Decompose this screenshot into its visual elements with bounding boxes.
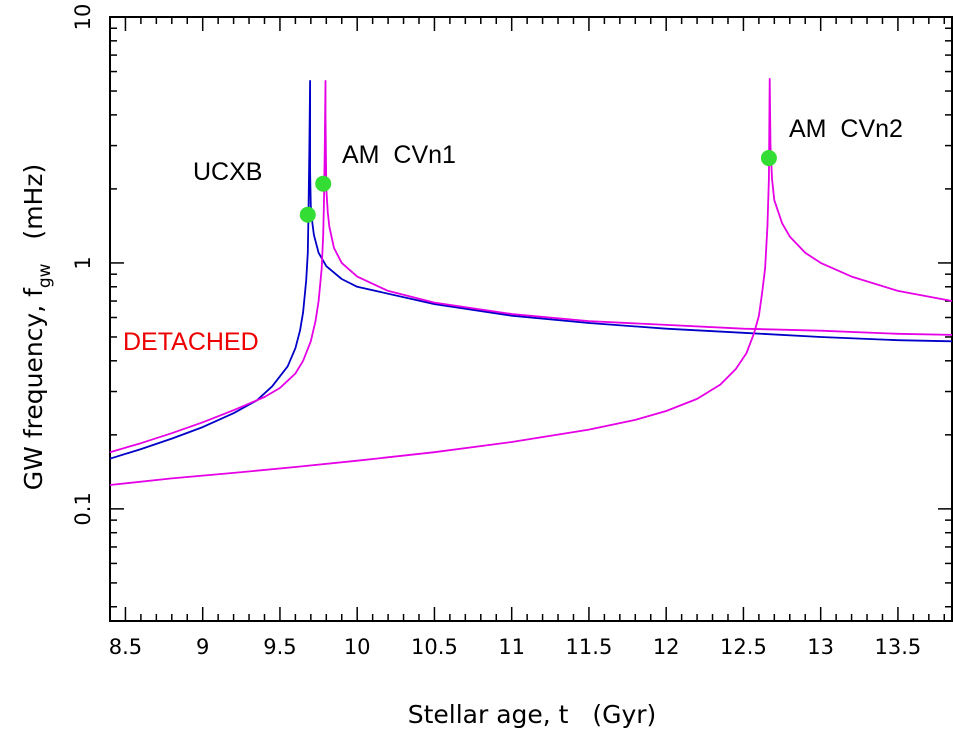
y-axis-title: GW frequency, fgw (mHz) [19, 164, 55, 490]
ticks [109, 16, 952, 621]
marker-ucxb [299, 206, 316, 223]
annotation-am-cvn1: AM CVn1 [342, 141, 456, 169]
marker-am-cvn1 [315, 175, 332, 192]
series-lines [109, 78, 953, 486]
y-tick-label: 1 [71, 256, 95, 269]
series-line-2 [109, 80, 953, 454]
y-axis-title-subscript: gw [35, 263, 55, 288]
marker-am-cvn2 [760, 150, 777, 167]
x-tick-label: 11 [498, 635, 525, 659]
x-tick-label: 9 [196, 635, 209, 659]
tick-labels: 8.5 9 9.5 10 10.5 11 11.5 12 12.5 13 13.5 0.1 1 10 [71, 4, 921, 659]
y-axis-title-main: GW frequency, f [19, 287, 48, 490]
x-tick-label: 10.5 [411, 635, 458, 659]
y-tick-label: 10 [71, 4, 95, 31]
series-line-3 [109, 78, 953, 486]
x-tick-label: 13.5 [875, 635, 922, 659]
x-tick-label: 10 [344, 635, 371, 659]
y-axis-title-unit: (mHz) [19, 164, 48, 240]
x-tick-label: 12 [653, 635, 680, 659]
annotation-ucxb: UCXB [193, 158, 262, 186]
annotation-detached: DETACHED [123, 328, 259, 356]
x-tick-label: 8.5 [109, 635, 142, 659]
x-tick-label: 13 [807, 635, 834, 659]
x-tick-label: 9.5 [263, 635, 296, 659]
svg-text:GW frequency, fgw (mHz): GW frequency, fgw (mHz) [19, 164, 55, 490]
x-axis-title: Stellar age, t (Gyr) [408, 700, 657, 729]
annotation-am-cvn2: AM CVn2 [789, 115, 903, 143]
markers [299, 150, 777, 223]
y-tick-label: 0.1 [71, 492, 95, 525]
y-axis-title-spacer [19, 240, 48, 264]
x-tick-label: 12.5 [720, 635, 767, 659]
x-tick-label: 11.5 [566, 635, 613, 659]
plot-frame [109, 16, 953, 622]
series-line-1 [109, 80, 953, 460]
